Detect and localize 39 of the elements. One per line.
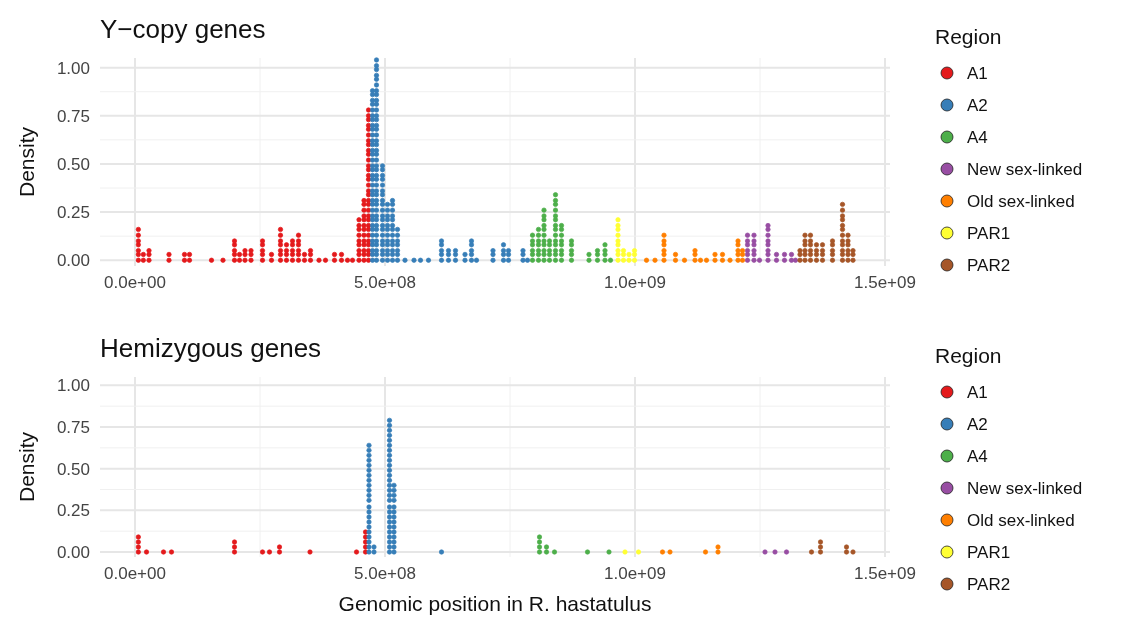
legend-label: New sex-linked (967, 160, 1083, 179)
y-tick-label: 0.75 (56, 418, 90, 437)
x-tick-label: 5.0e+08 (354, 273, 416, 292)
legend-label: PAR1 (967, 224, 1011, 243)
x-tick-label: 0.0e+00 (104, 564, 166, 583)
legend-label: A1 (967, 383, 988, 402)
chart-title: Y−copy genes (100, 14, 266, 44)
x-tick-label: 0.0e+00 (104, 273, 166, 292)
y-tick-label: 0.50 (56, 154, 90, 174)
chart-title: Hemizygous genes (100, 333, 322, 363)
legend-label: A4 (967, 447, 988, 466)
legend-label: A2 (967, 96, 988, 115)
legend-label: PAR2 (967, 256, 1011, 275)
x-tick-label: 1.5e+09 (854, 273, 916, 292)
x-tick-label: 5.0e+08 (354, 564, 416, 583)
y-axis-title: Density (15, 431, 38, 503)
x-tick-label: 1.5e+09 (854, 564, 916, 583)
legend-title: Region (935, 25, 1002, 48)
legend-label: A4 (967, 128, 988, 147)
legend-label: A1 (967, 64, 988, 83)
legend-label: A2 (967, 415, 988, 434)
legend-label: New sex-linked (967, 479, 1083, 498)
x-axis-title: Genomic position in R. hastatulus (338, 592, 652, 615)
y-tick-label: 0.25 (56, 203, 90, 223)
legend-label: PAR1 (967, 543, 1011, 562)
y-tick-label: 1.00 (56, 58, 90, 78)
x-tick-label: 1.0e+09 (604, 564, 666, 583)
legend-label: Old sex-linked (967, 192, 1075, 211)
y-tick-label: 0.25 (56, 501, 90, 521)
x-tick-label: 1.0e+09 (604, 273, 666, 292)
y-tick-label: 1.00 (56, 376, 90, 396)
y-tick-label: 0.00 (56, 543, 90, 562)
legend-title: Region (935, 344, 1002, 367)
y-axis-title: Density (15, 126, 38, 198)
legend-label: Old sex-linked (967, 511, 1075, 530)
legend-label: PAR2 (967, 575, 1011, 594)
y-tick-label: 0.50 (56, 459, 90, 479)
y-tick-label: 0.75 (56, 106, 90, 126)
y-tick-label: 0.00 (56, 251, 90, 271)
